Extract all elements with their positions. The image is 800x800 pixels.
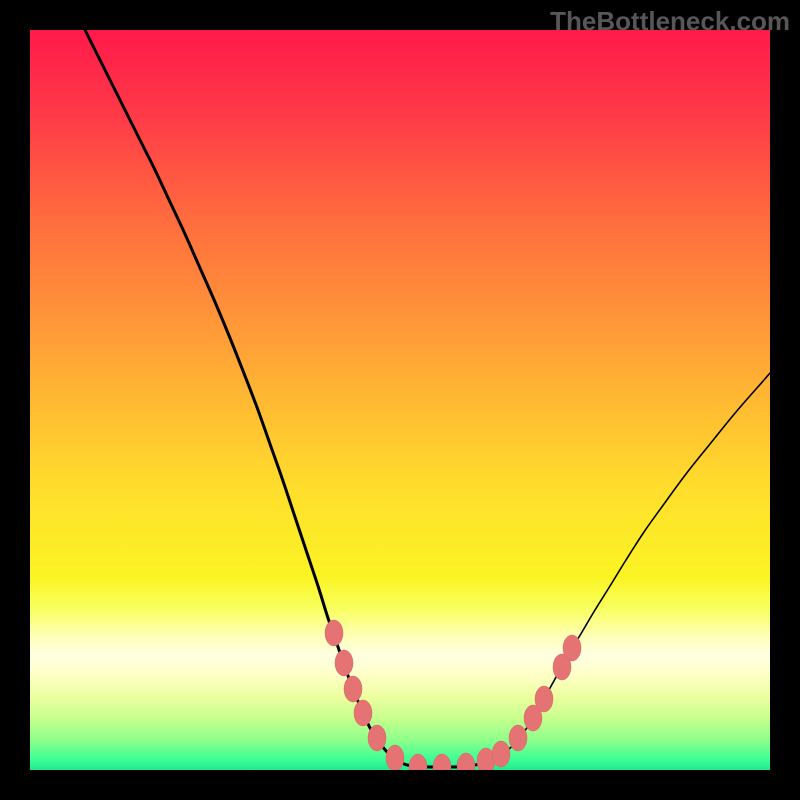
marker-dot [368, 725, 386, 751]
marker-dot [354, 700, 372, 726]
chart-plot [30, 30, 770, 770]
marker-dot [386, 745, 404, 770]
marker-dot [535, 686, 553, 712]
marker-dot [509, 725, 527, 751]
marker-dot [492, 741, 510, 767]
marker-dot [563, 635, 581, 661]
marker-dot [344, 676, 362, 702]
watermark-text: TheBottleneck.com [550, 6, 790, 37]
marker-dot [325, 620, 343, 646]
marker-dot [335, 650, 353, 676]
chart-frame: TheBottleneck.com [0, 0, 800, 800]
